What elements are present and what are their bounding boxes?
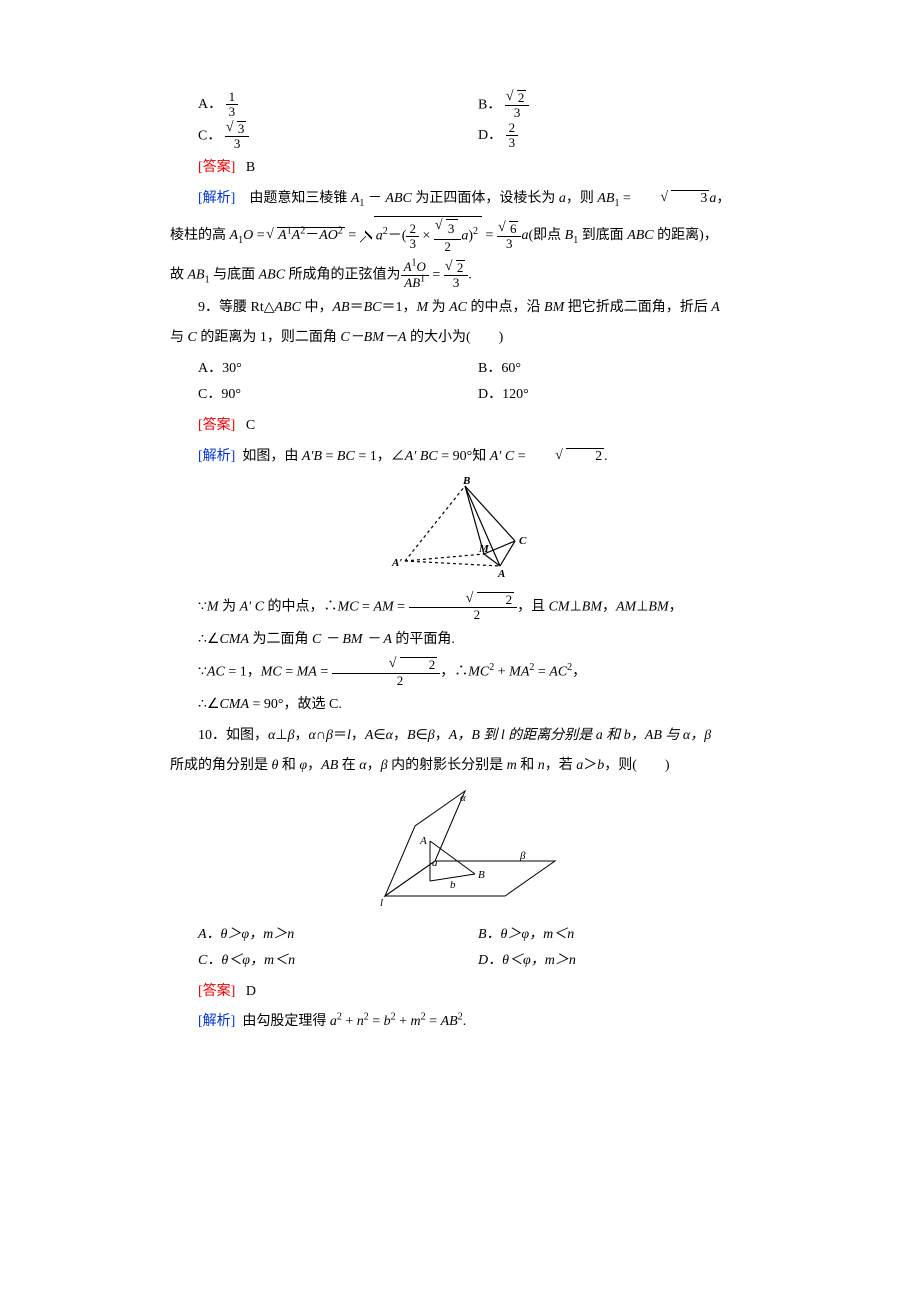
svg-text:B: B: [462, 476, 470, 487]
opt-a-label: A．: [198, 97, 222, 112]
analysis-line2: 棱柱的高 A1O = A1A2－AO2 = a2－(23 × 32a)2 = 6…: [170, 216, 760, 256]
svg-text:b: b: [450, 879, 456, 891]
q10-diagram: α β A B a b l: [365, 786, 565, 916]
svg-text:M: M: [478, 543, 490, 555]
q9-opt-c: C．90°: [198, 382, 478, 409]
analysis-line3: 故 AB1 与底面 ABC 所成角的正弦值为A1OAB1 = 23.: [170, 260, 760, 291]
q9-opt-d: D．120°: [478, 382, 760, 409]
svg-text:A: A: [419, 835, 427, 847]
q9-diagram: B C A M A′: [380, 476, 550, 586]
opt-c-label: C．: [198, 128, 221, 143]
opt-d-label: D．: [478, 128, 502, 143]
q9-opt-a: A．30°: [198, 356, 478, 383]
q9-line3: ∵AC = 1，MC = MA = 22，∴MC2 + MA2 = AC2，: [170, 657, 760, 688]
svg-text:l: l: [380, 897, 383, 909]
answer-label: [答案]: [198, 160, 235, 175]
opt-c-frac: 3 3: [225, 121, 250, 152]
q9-line2: ∴∠CMA 为二面角 C － BM － A 的平面角.: [170, 627, 760, 654]
q9-stem: 9．等腰 Rt△ABC 中，AB＝BC＝1，M 为 AC 的中点，沿 BM 把它…: [170, 295, 760, 322]
q9-answer: C: [246, 418, 255, 433]
q10-stem2: 所成的角分别是 θ 和 φ，AB 在 α，β 内的射影长分别是 m 和 n，若 …: [170, 753, 760, 780]
q9-opt-b: B．60°: [478, 356, 760, 383]
opt-d-frac: 2 3: [506, 121, 519, 151]
q9-stem-2: 与 C 的距离为 1，则二面角 C－BM－A 的大小为( ): [170, 325, 760, 352]
q10-analysis: [解析] 由勾股定理得 a2 + n2 = b2 + m2 = AB2.: [170, 1009, 760, 1036]
answer-value: B: [246, 160, 255, 175]
q10-opt-a: A．θ＞φ，m＞n: [198, 922, 478, 949]
opt-b-frac: 2 3: [505, 90, 530, 121]
q10-stem: 10．如图，α⊥β，α∩β＝l，A∈α，B∈β，A，B 到 l 的距离分别是 a…: [170, 723, 760, 750]
q10-opt-b: B．θ＞φ，m＜n: [478, 922, 760, 949]
q9-analysis-1: [解析] 如图，由 A′B = BC = 1，∠A′ BC = 90°知 A′ …: [170, 444, 760, 471]
svg-text:α: α: [460, 792, 466, 804]
svg-text:C: C: [519, 535, 527, 547]
q10-opt-c: C．θ＜φ，m＜n: [198, 948, 478, 975]
q9-line4: ∴∠CMA = 90°，故选 C.: [170, 692, 760, 719]
q9-line1: ∵M 为 A′ C 的中点，∴MC = AM = 22，且 CM⊥BM，AM⊥B…: [170, 592, 760, 623]
analysis-label: [解析]: [198, 191, 235, 206]
opt-a-frac: 1 3: [226, 90, 239, 120]
svg-text:A′: A′: [391, 557, 402, 569]
analysis-text: 由题意知三棱锥 A1 － ABC 为正四面体，设棱长为 a，则 AB1 = 3a…: [246, 191, 731, 206]
q10-answer-label: [答案]: [198, 984, 235, 999]
q9-answer-label: [答案]: [198, 418, 235, 433]
svg-text:β: β: [519, 850, 526, 862]
svg-text:a: a: [432, 857, 438, 869]
opt-b-label: B．: [478, 98, 501, 113]
svg-text:A: A: [497, 568, 505, 580]
q10-answer: D: [246, 984, 256, 999]
q10-opt-d: D．θ＜φ，m＞n: [478, 948, 760, 975]
svg-text:B: B: [478, 869, 485, 881]
